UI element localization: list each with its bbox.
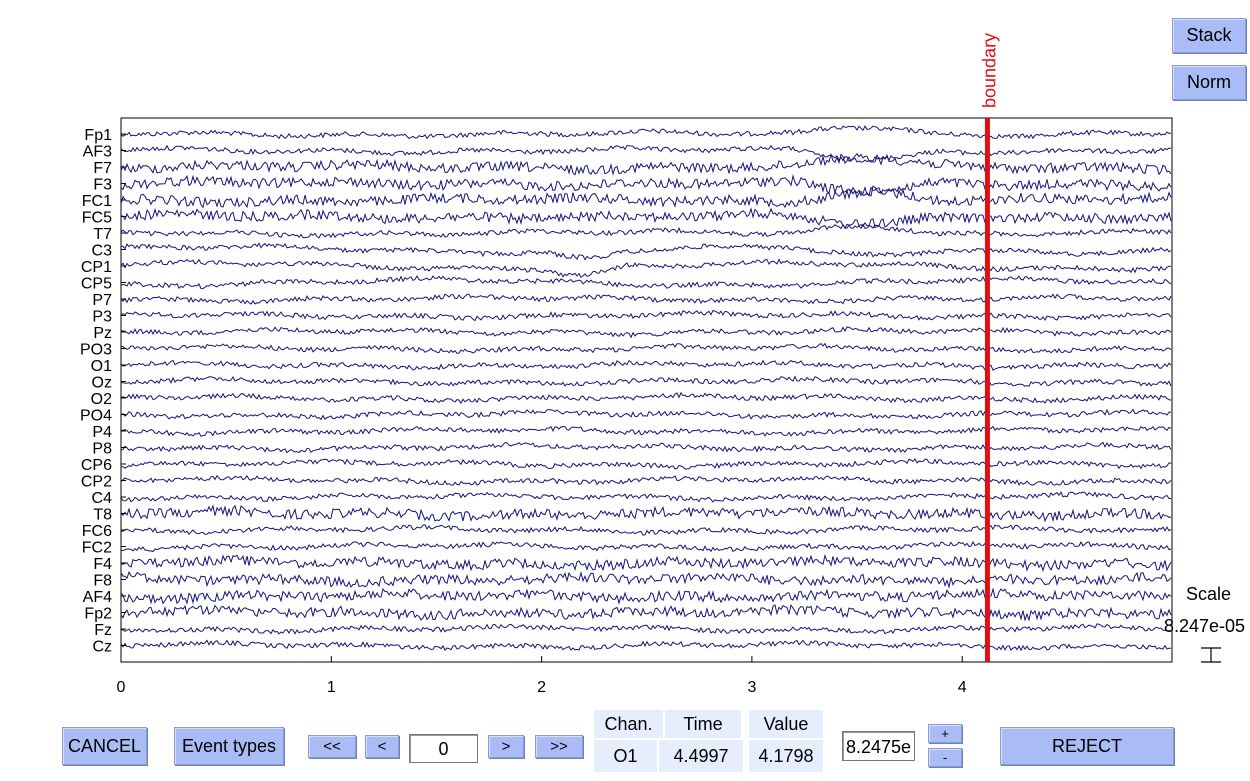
channel-label-t7[interactable]: T7 <box>93 226 112 243</box>
eeg-trace-o2 <box>120 391 1172 405</box>
channel-label-cz[interactable]: Cz <box>92 639 112 656</box>
time-tick-label: 4 <box>958 679 967 696</box>
channel-label-fc1[interactable]: FC1 <box>82 193 112 210</box>
eeg-trace-c3 <box>120 242 1172 261</box>
channel-label-t8[interactable]: T8 <box>93 507 112 524</box>
scale-decrease-button[interactable]: - <box>928 748 962 767</box>
channel-label-pz[interactable]: Pz <box>93 325 112 342</box>
channel-label-f7[interactable]: F7 <box>93 160 112 177</box>
channel-label-fp2[interactable]: Fp2 <box>84 606 112 623</box>
channel-label-f3[interactable]: F3 <box>93 177 112 194</box>
first-page-button[interactable]: << <box>308 735 356 758</box>
eeg-trace-fc1 <box>120 186 1172 209</box>
eeg-trace-t7 <box>120 223 1172 239</box>
scale-bar-icon <box>1201 647 1221 663</box>
channel-label-o1[interactable]: O1 <box>91 358 112 375</box>
channel-label-fc2[interactable]: FC2 <box>82 540 112 557</box>
eeg-trace-p8 <box>120 441 1172 454</box>
channel-label-fz[interactable]: Fz <box>94 622 112 639</box>
eeg-trace-cp6 <box>120 458 1172 470</box>
eeg-trace-af4 <box>120 587 1172 605</box>
scale-input[interactable]: 8.2475e <box>842 731 915 761</box>
time-tick-label: 1 <box>327 679 336 696</box>
channel-label-c4[interactable]: C4 <box>92 490 113 507</box>
channel-label-cp5[interactable]: CP5 <box>81 276 112 293</box>
eeg-trace-f4 <box>120 553 1172 573</box>
plot-frame <box>120 117 1173 663</box>
channel-label-fc5[interactable]: FC5 <box>82 210 112 227</box>
time-tick-label: 2 <box>537 679 546 696</box>
channel-label-cp1[interactable]: CP1 <box>81 259 112 276</box>
channel-label-oz[interactable]: Oz <box>92 375 112 392</box>
channel-labels: Fp1AF3F7F3FC1FC5T7C3CP1CP5P7P3PzPO3O1OzO… <box>80 127 126 656</box>
eeg-trace-p4 <box>120 425 1172 437</box>
time-tick-label: 0 <box>117 679 126 696</box>
stack-button[interactable]: Stack <box>1172 18 1246 53</box>
eeg-trace-fz <box>120 623 1171 635</box>
eeg-trace-cp1 <box>120 258 1172 278</box>
eeg-trace-cz <box>120 639 1171 652</box>
next-page-button[interactable]: > <box>488 735 524 758</box>
eeg-trace-f7 <box>120 152 1172 176</box>
channel-label-cp6[interactable]: CP6 <box>81 457 112 474</box>
eeg-trace-f3 <box>120 174 1172 197</box>
channel-label-c3[interactable]: C3 <box>92 243 113 260</box>
eeg-trace-cp2 <box>120 474 1172 486</box>
eeg-trace-t8 <box>120 504 1172 523</box>
scale-label: Scale <box>1186 584 1231 604</box>
eeg-trace-fp1 <box>120 125 1172 140</box>
eeg-trace-po4 <box>120 408 1172 421</box>
eeg-trace-o1 <box>120 359 1172 371</box>
event-types-button[interactable]: Event types <box>174 727 284 765</box>
norm-button[interactable]: Norm <box>1172 65 1246 100</box>
eeg-trace-c4 <box>120 491 1172 503</box>
eeg-trace-fc2 <box>120 540 1172 553</box>
channel-label-p7[interactable]: P7 <box>92 292 112 309</box>
scale-value: 8.247e-05 <box>1164 616 1245 636</box>
eeg-trace-p7 <box>120 293 1172 305</box>
last-page-button[interactable]: >> <box>535 735 583 758</box>
readout-value-header: Value <box>749 710 823 738</box>
channel-label-af4[interactable]: AF4 <box>83 589 112 606</box>
reject-button[interactable]: REJECT <box>1000 727 1174 765</box>
readout-time-value: 4.4997 <box>659 740 743 772</box>
channel-label-p4[interactable]: P4 <box>92 424 112 441</box>
eeg-trace-oz <box>120 375 1172 387</box>
channel-label-po3[interactable]: PO3 <box>80 342 112 359</box>
readout-value-value: 4.1798 <box>749 740 823 772</box>
eeg-trace-p3 <box>120 309 1172 322</box>
eeg-trace-po3 <box>120 342 1172 354</box>
channel-label-po4[interactable]: PO4 <box>80 408 112 425</box>
scale-increase-button[interactable]: + <box>928 724 962 743</box>
position-input[interactable]: 0 <box>409 734 478 763</box>
time-tick-label: 3 <box>747 679 756 696</box>
eeg-trace-af3 <box>120 144 1172 163</box>
time-axis: 0 1 2 3 4 <box>117 656 967 696</box>
channel-label-fp1[interactable]: Fp1 <box>84 127 112 144</box>
readout-time-header: Time <box>665 710 741 738</box>
channel-label-af3[interactable]: AF3 <box>83 144 112 161</box>
channel-label-p3[interactable]: P3 <box>92 309 112 326</box>
channel-label-cp2[interactable]: CP2 <box>81 474 112 491</box>
channel-label-fc6[interactable]: FC6 <box>82 523 112 540</box>
channel-label-p8[interactable]: P8 <box>92 441 112 458</box>
eeg-traces <box>120 125 1172 652</box>
channel-label-o2[interactable]: O2 <box>91 391 112 408</box>
channel-label-f4[interactable]: F4 <box>93 556 112 573</box>
prev-page-button[interactable]: < <box>365 735 399 758</box>
eeg-trace-cp5 <box>120 275 1172 290</box>
eeg-plot[interactable]: Fp1AF3F7F3FC1FC5T7C3CP1CP5P7P3PzPO3O1OzO… <box>0 0 1250 700</box>
eeg-trace-fc6 <box>120 524 1172 536</box>
eeg-trace-fp2 <box>120 603 1172 622</box>
cancel-button[interactable]: CANCEL <box>62 727 147 765</box>
channel-label-f8[interactable]: F8 <box>93 573 112 590</box>
readout-chan-header: Chan. <box>594 710 663 738</box>
boundary-event-label: boundary <box>979 33 999 108</box>
eeg-trace-f8 <box>120 570 1172 589</box>
eeg-trace-fc5 <box>120 207 1172 229</box>
readout-chan-value: O1 <box>594 740 657 772</box>
eeg-trace-pz <box>120 326 1172 339</box>
